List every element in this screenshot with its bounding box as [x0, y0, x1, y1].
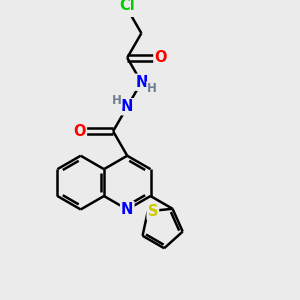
Text: O: O — [74, 124, 86, 139]
Text: N: N — [121, 202, 134, 217]
Text: N: N — [121, 99, 134, 114]
Text: S: S — [148, 204, 158, 219]
Text: H: H — [147, 82, 157, 95]
Text: O: O — [154, 50, 167, 65]
Text: N: N — [135, 75, 148, 90]
Text: Cl: Cl — [119, 0, 135, 13]
Text: H: H — [112, 94, 122, 107]
